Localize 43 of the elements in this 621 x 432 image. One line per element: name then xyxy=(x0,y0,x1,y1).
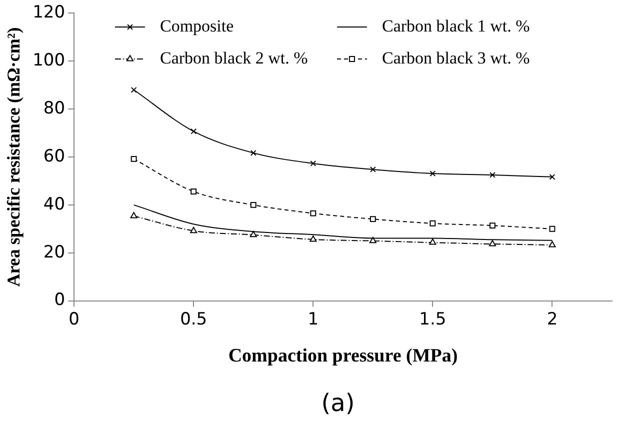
point xyxy=(190,226,198,234)
y-tick-label: 40 xyxy=(43,194,66,214)
y-tick-label: 0 xyxy=(54,290,66,310)
point xyxy=(190,128,197,134)
point xyxy=(430,220,436,226)
point xyxy=(548,240,556,248)
point xyxy=(310,160,316,166)
y-tick-label: 120 xyxy=(32,2,66,23)
text: (a) xyxy=(321,389,355,418)
legend-label: Carbon black 3 wt. % xyxy=(382,48,530,68)
x-tick-label: 2 xyxy=(546,309,558,330)
x-tick-label: 0.5 xyxy=(180,309,208,330)
point xyxy=(489,172,496,178)
point xyxy=(549,226,556,232)
point xyxy=(310,210,316,216)
point xyxy=(489,222,496,229)
y-tick-label: 20 xyxy=(43,242,66,262)
point xyxy=(130,212,138,218)
y-tick-label: 100 xyxy=(32,50,66,71)
point xyxy=(130,86,137,93)
point xyxy=(250,150,256,156)
point xyxy=(250,230,257,238)
point xyxy=(130,156,137,162)
legend-label: Composite xyxy=(160,16,234,36)
point xyxy=(369,236,376,244)
legend-label: Carbon black 1 wt. % xyxy=(382,16,530,36)
point xyxy=(430,170,436,177)
point xyxy=(549,174,556,180)
point xyxy=(310,235,317,242)
point xyxy=(488,240,496,246)
x-tick-label: 1 xyxy=(308,309,319,330)
x-axis-title: Compaction pressure (MPa) xyxy=(228,346,458,367)
y-tick-label: 60 xyxy=(43,146,66,166)
legend-label: Carbon black 2 wt. % xyxy=(160,48,308,68)
point xyxy=(429,238,436,245)
point xyxy=(370,216,376,222)
y-axis-title: Area specific resistance (mΩ·cm²) xyxy=(3,27,24,287)
point xyxy=(250,202,256,208)
y-tick-label: 80 xyxy=(43,98,66,118)
x-tick-label: 0 xyxy=(68,309,80,330)
point xyxy=(190,188,197,194)
x-tick-label: 1.5 xyxy=(419,309,446,330)
point xyxy=(370,166,376,172)
